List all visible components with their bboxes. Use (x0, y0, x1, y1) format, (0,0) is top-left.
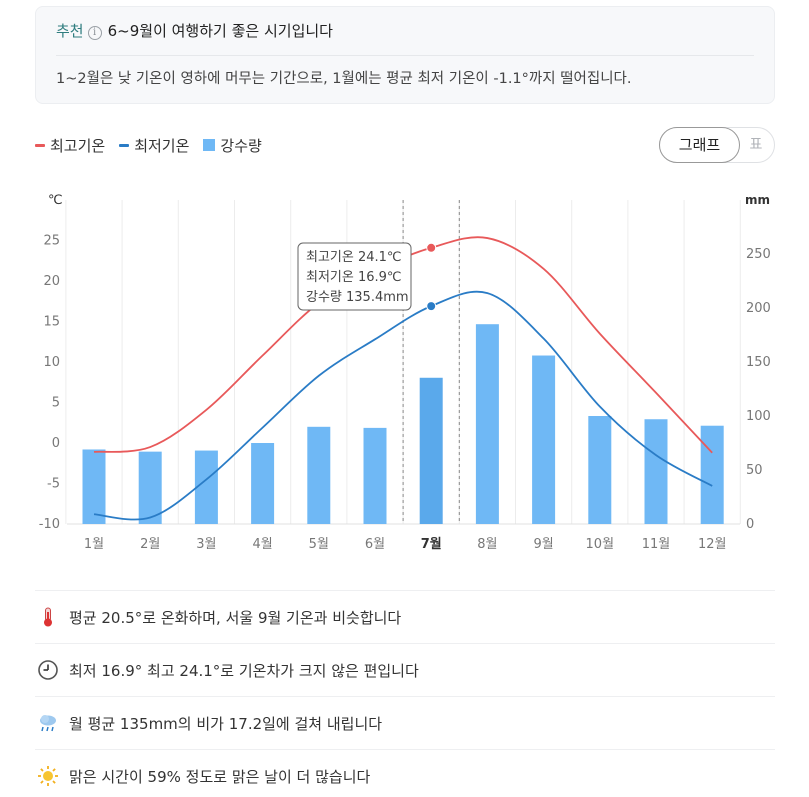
rain-bar (363, 427, 387, 524)
rain-bar (532, 355, 556, 524)
x-tick-label: 5월 (309, 537, 329, 552)
recommendation-title: 6~9월이 여행하기 좋은 시기입니다 (107, 22, 333, 40)
low-temp-line-icon (119, 143, 130, 147)
tooltip-high: 최고기온 24.1℃ (306, 250, 402, 265)
x-tick-label: 10월 (586, 537, 615, 552)
rain-bar (644, 419, 668, 524)
right-tick-label: 0 (746, 517, 754, 532)
fact-item: 맑은 시간이 59% 정도로 맑은 날이 더 많습니다 (35, 749, 775, 797)
right-tick-label: 100 (746, 409, 771, 424)
low-temp-line (93, 290, 713, 521)
rain-bar (588, 416, 612, 524)
fact-item: 평균 20.5°로 온화하며, 서울 9월 기온과 비슷합니다 (35, 590, 775, 643)
x-tick-label: 12월 (698, 537, 727, 552)
x-tick-label: 8월 (477, 537, 497, 552)
recommendation-body: 1~2월은 낮 기온이 영하에 머무는 기간으로, 1월에는 평균 최저 기온이… (56, 71, 632, 87)
x-tick-label: 11월 (642, 537, 671, 552)
table-view-button[interactable]: 표 (749, 137, 763, 153)
high-temp-point (426, 242, 437, 253)
temperature-lines (93, 236, 713, 521)
divider (56, 55, 754, 56)
left-tick-label: 15 (43, 315, 60, 330)
right-tick-label: 150 (746, 355, 771, 370)
right-tick-label: 50 (746, 463, 763, 478)
legend-label-low: 최저기온 (134, 136, 190, 155)
high-temp-line-icon (35, 143, 45, 147)
x-tick-label: 9월 (533, 537, 553, 552)
legend-item-rain[interactable]: 강수량 (203, 135, 262, 156)
left-tick-label: -10 (39, 517, 60, 532)
x-tick-label: 4월 (252, 537, 272, 552)
view-toggle: 그래프 표 (659, 127, 775, 163)
fact-item: 최저 16.9° 최고 24.1°로 기온차가 크지 않은 편입니다 (35, 643, 775, 696)
sun-icon (37, 765, 59, 787)
tooltip-box (297, 242, 412, 311)
chart-tooltip: 최고기온 24.1℃ 최저기온 16.9℃ 강수량 135.4mm (297, 242, 412, 311)
rain-bar (138, 451, 162, 524)
fact-text: 최저 16.9° 최고 24.1°로 기온차가 크지 않은 편입니다 (69, 661, 419, 680)
tooltip-rain: 강수량 135.4mm (306, 290, 409, 305)
recommendation-header: 추천 i 6~9월이 여행하기 좋은 시기입니다 (56, 21, 333, 41)
left-tick-label: 25 (43, 234, 60, 249)
rain-bar (419, 377, 443, 524)
chart-legend: 최고기온 최저기온 강수량 (35, 134, 276, 156)
climate-facts: 평균 20.5°로 온화하며, 서울 9월 기온과 비슷합니다 최저 16.9°… (35, 590, 775, 797)
rain-bar (194, 450, 218, 524)
fact-text: 맑은 시간이 59% 정도로 맑은 날이 더 많습니다 (69, 767, 371, 786)
rain-bar (475, 324, 499, 524)
left-tick-label: 5 (52, 396, 60, 411)
legend-item-high[interactable]: 최고기온 (35, 135, 105, 156)
rain-bars (82, 324, 724, 524)
right-tick-label: 250 (746, 247, 771, 262)
fact-text: 평균 20.5°로 온화하며, 서울 9월 기온과 비슷합니다 (69, 608, 402, 627)
rain-cloud-icon (37, 712, 59, 734)
x-tick-label: 6월 (365, 537, 385, 552)
tooltip-low: 최저기온 16.9℃ (306, 270, 402, 285)
clock-icon (37, 659, 59, 681)
recommendation-tag: 추천 (56, 22, 84, 40)
recommendation-card: 추천 i 6~9월이 여행하기 좋은 시기입니다 1~2월은 낮 기온이 영하에 머… (35, 6, 775, 104)
left-tick-label: 10 (43, 355, 60, 370)
legend-label-high: 최고기온 (50, 136, 106, 155)
legend-label-rain: 강수량 (220, 136, 262, 155)
right-axis-unit: mm (745, 193, 770, 207)
high-temp-line (93, 236, 713, 454)
right-tick-label: 200 (746, 301, 771, 316)
x-tick-label: 1월 (84, 537, 104, 552)
rain-bar (251, 443, 275, 524)
rain-bar (307, 426, 331, 524)
left-tick-label: 20 (43, 274, 60, 289)
fact-text: 월 평균 135mm의 비가 17.2일에 걸쳐 내립니다 (69, 714, 383, 733)
rain-square-icon (203, 139, 216, 151)
rain-bar (700, 425, 724, 524)
x-tick-label: 7월 (421, 536, 442, 552)
x-tick-label: 2월 (140, 537, 160, 552)
left-axis-unit: ℃ (48, 193, 63, 208)
left-tick-label: 0 (52, 436, 60, 451)
low-temp-point (426, 301, 437, 312)
graph-view-button[interactable]: 그래프 (659, 127, 740, 163)
rain-bar (82, 449, 106, 524)
legend-item-low[interactable]: 최저기온 (119, 135, 189, 156)
thermometer-icon (37, 606, 59, 628)
fact-item: 월 평균 135mm의 비가 17.2일에 걸쳐 내립니다 (35, 696, 775, 749)
x-tick-label: 3월 (196, 537, 216, 552)
info-icon[interactable]: i (87, 26, 102, 40)
left-tick-label: -5 (47, 477, 60, 492)
